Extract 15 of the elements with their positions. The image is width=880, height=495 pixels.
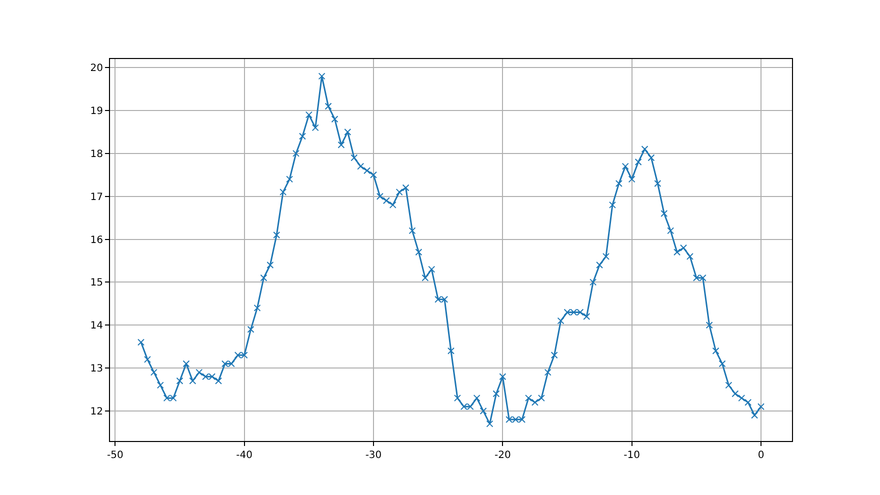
y-tick-label: 16 (90, 234, 103, 246)
x-tick-label: -10 (624, 450, 640, 461)
y-tick-label: 18 (90, 148, 103, 160)
x-tick-label: -40 (236, 450, 252, 461)
y-tick-label: 12 (90, 406, 103, 418)
y-tick-label: 13 (90, 364, 103, 375)
y-tick-label: 17 (90, 192, 103, 203)
x-tick-label: -50 (107, 450, 124, 461)
x-tick-label: 0 (758, 450, 764, 461)
y-tick-label: 20 (90, 63, 103, 74)
y-tick-label: 14 (90, 320, 103, 332)
x-tick-label: -20 (494, 450, 511, 461)
y-tick-label: 15 (90, 278, 103, 289)
x-tick-label: -30 (365, 450, 382, 461)
y-tick-label: 19 (90, 106, 103, 118)
